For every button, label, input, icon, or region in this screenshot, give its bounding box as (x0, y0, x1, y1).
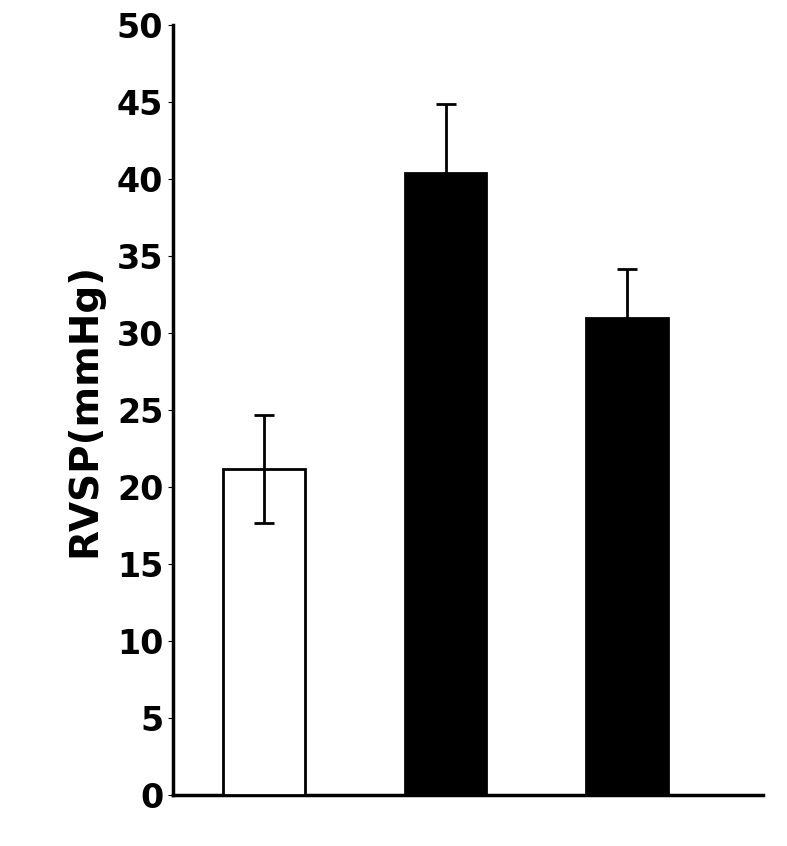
Bar (586, 318, 668, 795)
Bar (405, 173, 486, 795)
Y-axis label: RVSP(mmHg): RVSP(mmHg) (65, 263, 103, 558)
Bar (223, 469, 305, 795)
